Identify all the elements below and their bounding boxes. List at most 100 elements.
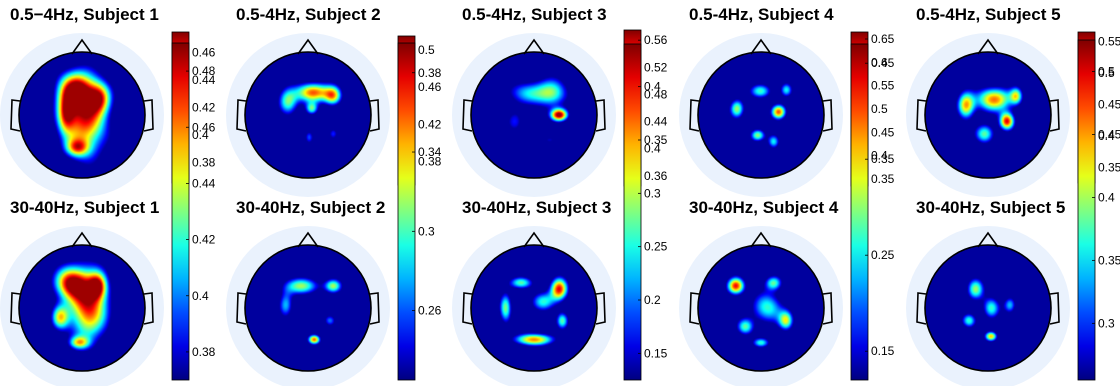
left-ear-icon bbox=[236, 292, 247, 325]
topo-panel: 0.5-4Hz, Subject 40.650.60.550.50.450.40… bbox=[679, 5, 895, 197]
panel-title: 0.5-4Hz, Subject 2 bbox=[236, 5, 381, 24]
right-ear-icon bbox=[143, 99, 154, 132]
nose-icon bbox=[977, 231, 999, 248]
colorbar-tick-label: 0.48 bbox=[192, 64, 216, 78]
colorbar-tick-label: 0.4 bbox=[192, 128, 209, 142]
head-outline bbox=[924, 244, 1052, 372]
left-ear-icon bbox=[689, 99, 700, 132]
nose-icon bbox=[71, 38, 93, 55]
colorbar-tick-label: 0.3 bbox=[1098, 316, 1115, 330]
left-ear-icon bbox=[462, 99, 473, 132]
colorbar-tick-label: 0.38 bbox=[418, 155, 442, 169]
nose-icon bbox=[71, 231, 93, 248]
colorbar-tick-label: 0.45 bbox=[871, 125, 895, 139]
colorbar-tick-label: 0.4 bbox=[644, 142, 661, 156]
colorbar-tick-label: 0.38 bbox=[418, 66, 442, 80]
panel-title: 30-40Hz, Subject 2 bbox=[236, 198, 385, 217]
left-ear-icon bbox=[10, 292, 21, 325]
head-outline bbox=[470, 51, 598, 179]
panel-title: 0.5−4Hz, Subject 1 bbox=[10, 5, 159, 24]
colorbar-tick-label: 0.56 bbox=[644, 33, 668, 47]
scalp-heatmap bbox=[698, 245, 824, 371]
head-outline bbox=[18, 244, 146, 372]
scalp-heatmap bbox=[19, 245, 145, 371]
colorbar-tick-label: 0.55 bbox=[871, 79, 895, 93]
nose-icon bbox=[750, 231, 772, 248]
nose-icon bbox=[297, 38, 319, 55]
scalp-heatmap bbox=[471, 245, 597, 371]
colorbar-tick-label: 0.35 bbox=[1098, 253, 1120, 267]
colorbar-tick-label: 0.42 bbox=[418, 117, 442, 131]
colorbar-tick-label: 0.25 bbox=[644, 240, 668, 254]
colorbar-tick-label: 0.42 bbox=[192, 233, 216, 247]
colorbar-tick-label: 0.5 bbox=[1098, 64, 1115, 78]
panel-title: 0.5-4Hz, Subject 4 bbox=[689, 5, 834, 24]
colorbar-tick-label: 0.4 bbox=[1098, 190, 1115, 204]
colorbar-tick-label: 0.35 bbox=[1098, 160, 1120, 174]
colorbar-tick-label: 0.15 bbox=[871, 344, 895, 358]
colorbar-tick-label: 0.34 bbox=[418, 145, 442, 159]
right-ear-icon bbox=[822, 99, 833, 132]
right-ear-icon bbox=[1049, 99, 1060, 132]
colorbar-tick-label: 0.26 bbox=[418, 304, 442, 318]
panel-title: 30-40Hz, Subject 5 bbox=[916, 198, 1065, 217]
panels: 0.5−4Hz, Subject 1 0.46 0.44 0.42 0.4 0.38 0.5… bbox=[0, 5, 1120, 386]
colorbar-tick-label: 0.25 bbox=[871, 248, 895, 262]
colorbar-tick-label: 0.38 bbox=[192, 345, 216, 359]
colorbar-tick-label: 0.45 bbox=[871, 56, 895, 70]
colorbar-tick-label: 0.5 bbox=[1098, 66, 1115, 80]
colorbar-tick-label: 0.3 bbox=[418, 224, 435, 238]
right-ear-icon bbox=[1049, 292, 1060, 325]
left-ear-icon bbox=[916, 99, 927, 132]
colorbar-tick-label: 0.36 bbox=[644, 169, 668, 183]
colorbar-tick-label: 0.6 bbox=[871, 55, 888, 69]
topo-panel: 0.5-4Hz, Subject 50.550.50.450.40.35 bbox=[906, 5, 1120, 197]
colorbar bbox=[171, 42, 190, 381]
scalp-heatmap bbox=[19, 52, 145, 178]
colorbar-tick-label: 0.5 bbox=[871, 102, 888, 116]
colorbar-tick-label: 0.4 bbox=[871, 149, 888, 163]
scalp-heatmap bbox=[245, 245, 371, 371]
colorbar bbox=[623, 43, 642, 381]
panel-title: 0.5-4Hz, Subject 5 bbox=[916, 5, 1061, 24]
colorbar-tick-label: 0.38 bbox=[192, 155, 216, 169]
scalp-heatmap bbox=[471, 52, 597, 178]
colorbar-tick-label: 0.46 bbox=[418, 80, 442, 94]
colorbar-tick-label: 0.35 bbox=[644, 133, 668, 147]
colorbar-tick-label: 0.44 bbox=[192, 176, 216, 190]
nose-icon bbox=[977, 38, 999, 55]
right-ear-icon bbox=[369, 99, 380, 132]
colorbar-tick-label: 0.45 bbox=[1098, 97, 1120, 111]
colorbar-tick-label: 0.42 bbox=[192, 101, 216, 115]
colorbar-tick-label: 0.2 bbox=[644, 293, 661, 307]
nose-icon bbox=[297, 231, 319, 248]
colorbar-tick-label: 0.44 bbox=[192, 73, 216, 87]
right-ear-icon bbox=[143, 292, 154, 325]
left-ear-icon bbox=[916, 292, 927, 325]
colorbar-tick-label: 0.4 bbox=[1098, 129, 1115, 143]
right-ear-icon bbox=[369, 292, 380, 325]
left-ear-icon bbox=[689, 292, 700, 325]
head-outline bbox=[697, 244, 825, 372]
colorbar bbox=[397, 42, 416, 381]
scalp-heatmap bbox=[925, 52, 1051, 178]
panel-title: 0.5-4Hz, Subject 3 bbox=[462, 5, 607, 24]
colorbar-tick-label: 0.5 bbox=[418, 43, 435, 57]
left-ear-icon bbox=[236, 99, 247, 132]
nose-icon bbox=[750, 38, 772, 55]
colorbar-tick-label: 0.3 bbox=[644, 186, 661, 200]
panel-title: 30-40Hz, Subject 1 bbox=[10, 198, 159, 217]
head-outline bbox=[924, 51, 1052, 179]
topo-panel: 30-40Hz, Subject 4 0.45 0.35 0.25 0.15 bbox=[679, 43, 895, 386]
left-ear-icon bbox=[462, 292, 473, 325]
right-ear-icon bbox=[595, 292, 606, 325]
right-ear-icon bbox=[822, 292, 833, 325]
topo-panel: 30-40Hz, Subject 5 0.5 0.45 0.4 0.35 0.3 bbox=[906, 39, 1120, 386]
head-outline bbox=[697, 51, 825, 179]
nose-icon bbox=[523, 231, 545, 248]
colorbar-tick-label: 0.46 bbox=[192, 120, 216, 134]
nose-icon bbox=[523, 38, 545, 55]
scalp-heatmap bbox=[925, 245, 1051, 371]
colorbar-tick-label: 0.15 bbox=[644, 346, 668, 360]
